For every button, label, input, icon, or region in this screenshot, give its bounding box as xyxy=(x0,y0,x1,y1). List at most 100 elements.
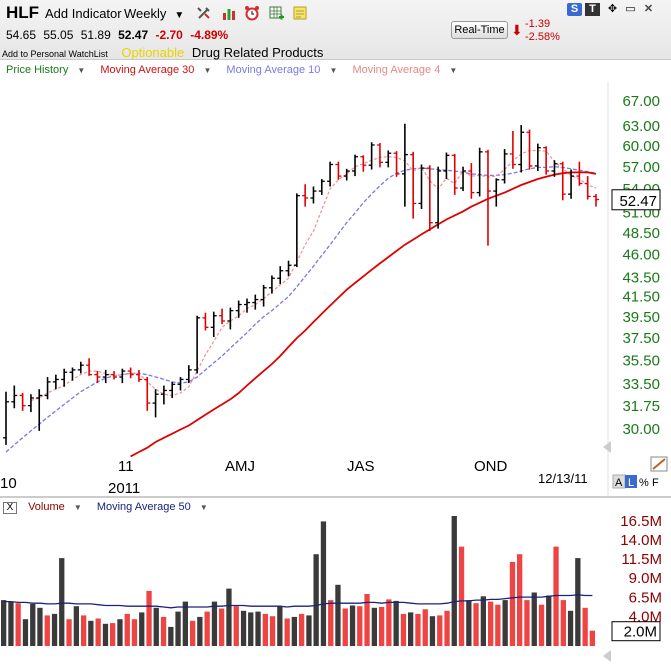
vma50-line xyxy=(3,594,593,609)
volume-bar xyxy=(451,516,457,646)
x-tick-label: OND xyxy=(474,458,508,475)
industry-label[interactable]: Drug Related Products xyxy=(191,45,324,60)
volume-legend: X Volume ▼ Moving Average 50 ▼ xyxy=(3,501,220,514)
x-tick-label: 10 xyxy=(0,475,17,492)
volume-bar xyxy=(95,618,101,646)
legend-price-history[interactable]: Price History ▼ xyxy=(6,64,91,76)
volume-bar xyxy=(269,616,276,646)
ma4-line xyxy=(30,149,597,402)
ohlc-bar xyxy=(352,154,359,177)
move-icon[interactable]: ✥ xyxy=(607,3,618,15)
ticker-symbol[interactable]: HLF xyxy=(6,3,40,22)
chevron-down-icon[interactable]: ▼ xyxy=(77,66,86,75)
x-tick-label: 11 xyxy=(118,458,134,475)
volume-bar xyxy=(8,601,14,646)
ohlc-bar xyxy=(343,168,350,181)
restore-icon[interactable]: ▭ xyxy=(625,3,636,15)
scale-log-button[interactable] xyxy=(625,475,637,488)
ohlc-bar xyxy=(3,391,9,445)
volume-bar xyxy=(393,600,399,646)
x-tick-label: AMJ xyxy=(225,458,255,475)
sticky-note-icon[interactable] xyxy=(292,5,308,21)
ohlc-bar xyxy=(19,392,26,411)
quote-last: 52.47 xyxy=(118,28,149,42)
t-button[interactable]: T xyxy=(585,3,600,16)
realtime-change: -1.39 -2.58% xyxy=(525,18,560,44)
volume-bar xyxy=(415,613,421,646)
tools-icon[interactable] xyxy=(196,5,212,21)
chevron-down-icon[interactable]: ▼ xyxy=(199,503,208,512)
scale-log-label: L xyxy=(628,477,634,489)
add-to-grid-icon[interactable] xyxy=(268,5,284,21)
volume-bar xyxy=(466,600,472,646)
legend-vma50[interactable]: Moving Average 50 ▼ xyxy=(97,501,214,513)
volume-bar xyxy=(190,620,196,646)
ohlc-bar xyxy=(268,275,275,294)
ohlc-bar xyxy=(210,311,217,338)
volume-bar xyxy=(422,609,428,646)
realtime-button[interactable]: Real-Time xyxy=(451,21,508,39)
scroll-arrow-icon xyxy=(603,441,611,453)
volume-bar xyxy=(291,616,297,646)
volume-bar xyxy=(211,601,218,646)
ohlc-bar xyxy=(52,374,59,390)
ohlc-bar xyxy=(160,385,167,405)
ohlc-bar xyxy=(443,152,450,180)
price-tick-label: 63.00 xyxy=(622,118,660,135)
close-volume-pane-button[interactable]: X xyxy=(3,502,17,514)
alarm-clock-icon[interactable] xyxy=(244,5,260,21)
draw-tool-icon[interactable] xyxy=(650,456,668,472)
ohlc-bar xyxy=(194,315,201,374)
volume-bar xyxy=(81,615,87,646)
ohlc-bar xyxy=(410,151,417,219)
close-icon[interactable]: ✕ xyxy=(643,3,654,15)
volume-bar xyxy=(66,619,72,646)
ohlc-bar xyxy=(119,368,126,384)
volume-tick-label: 6.5M xyxy=(629,589,662,606)
x-tick-label: 2011 xyxy=(108,480,140,497)
ohlc-bar xyxy=(484,149,491,246)
price-tick-label: 39.50 xyxy=(622,309,660,326)
add-to-watchlist-link[interactable]: Add to Personal WatchList xyxy=(2,49,108,59)
chevron-down-icon[interactable]: ▼ xyxy=(449,66,458,75)
volume-tick-label: 14.0M xyxy=(620,532,662,549)
ohlc-bar xyxy=(86,358,93,376)
chevron-down-icon[interactable]: ▼ xyxy=(203,66,212,75)
volume-bar xyxy=(502,600,508,646)
interval-dropdown[interactable]: Weekly ▼ xyxy=(124,6,184,21)
volume-bar xyxy=(59,558,65,646)
legend-ma4[interactable]: Moving Average 4 ▼ xyxy=(352,64,463,76)
ohlc-bar xyxy=(44,377,51,400)
ohlc-bar xyxy=(360,155,367,172)
chart-style-icon[interactable] xyxy=(221,5,237,21)
volume-bar xyxy=(1,600,7,646)
price-tick-label: 30.00 xyxy=(622,421,660,438)
legend-ma10[interactable]: Moving Average 10 ▼ xyxy=(226,64,343,76)
ohlc-bar xyxy=(593,194,599,207)
ohlc-bar xyxy=(27,394,34,413)
info-line: Add to Personal WatchList Optionable Dru… xyxy=(2,45,323,60)
volume-bar xyxy=(488,601,494,646)
add-indicator-button[interactable]: Add Indicator xyxy=(45,6,122,21)
price-tick-label: 33.50 xyxy=(622,376,660,393)
volume-bar xyxy=(226,588,232,646)
ohlc-bar xyxy=(144,377,151,411)
volume-bar xyxy=(531,592,537,646)
chevron-down-icon[interactable]: ▼ xyxy=(73,503,82,512)
volume-bar xyxy=(117,619,123,646)
chevron-down-icon[interactable]: ▼ xyxy=(329,66,338,75)
quote-change: -2.70 xyxy=(155,28,183,42)
legend-ma30[interactable]: Moving Average 30 ▼ xyxy=(100,64,217,76)
s-button[interactable]: S xyxy=(567,3,582,16)
ohlc-bar xyxy=(127,367,134,379)
volume-tick-label: 4.0M xyxy=(629,608,662,625)
ma10-line xyxy=(5,166,597,453)
ohlc-bar xyxy=(185,365,192,384)
volume-bar xyxy=(473,603,479,646)
volume-bar xyxy=(102,623,109,646)
legend-volume[interactable]: Volume ▼ xyxy=(28,501,88,513)
volume-bar xyxy=(37,607,43,646)
volume-bar xyxy=(240,610,247,646)
price-legend: Price History ▼ Moving Average 30 ▼ Movi… xyxy=(6,64,469,76)
